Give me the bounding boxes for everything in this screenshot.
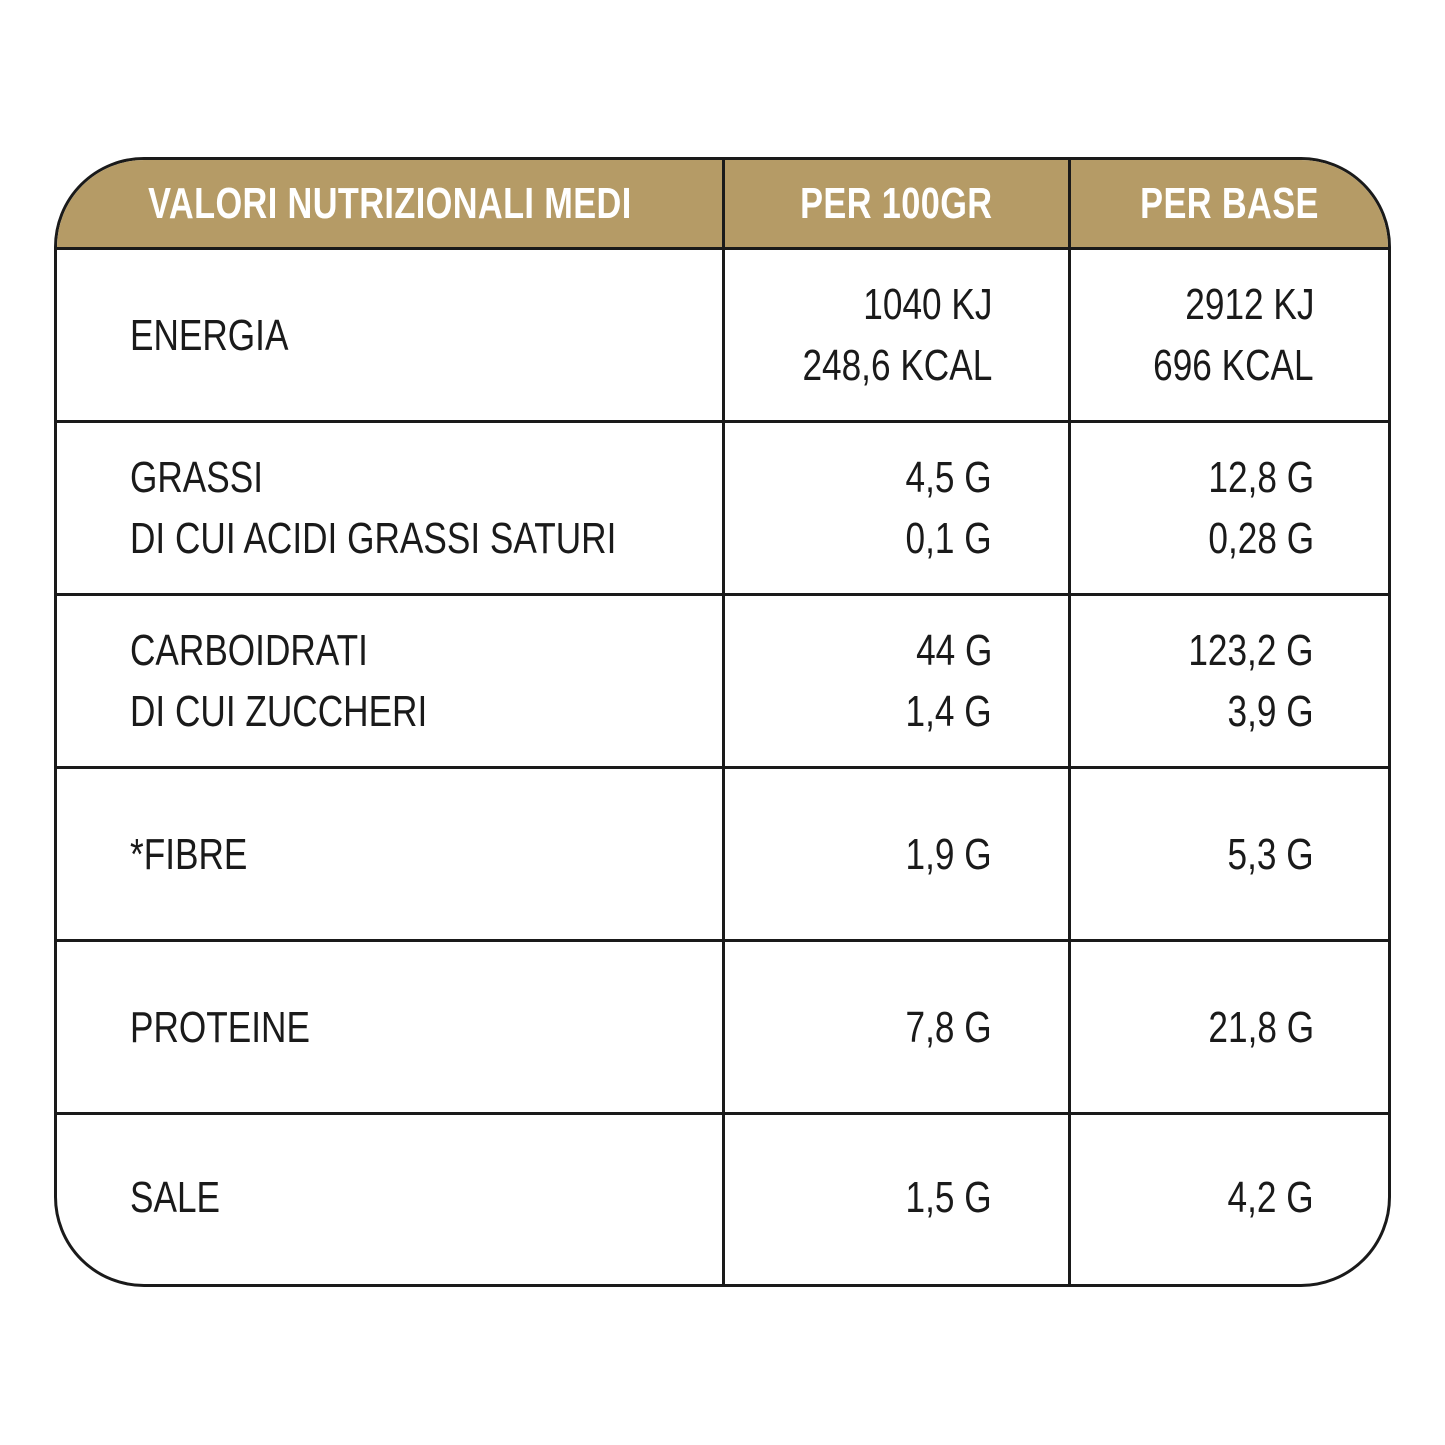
table-row-carboidrati: CARBOIDRATI DI CUI ZUCCHERI 44 G 1,4 G 1… (57, 596, 1388, 769)
nutrient-label-cell: SALE (57, 1115, 722, 1284)
nutrient-label: CARBOIDRATI (130, 626, 368, 675)
perbase-value: 2912 KJ (1184, 280, 1314, 329)
per100-value: 1040 KJ (862, 280, 992, 329)
nutrient-label-cell: PROTEINE (57, 942, 722, 1112)
perbase-value-cell: 2912 KJ 696 KCAL (1071, 250, 1388, 420)
per100-value-cell: 4,5 G 0,1 G (725, 423, 1068, 593)
column-divider (1068, 596, 1071, 766)
perbase-value: 21,8 G (1208, 1002, 1314, 1052)
nutrient-label: PROTEINE (130, 1002, 310, 1052)
perbase-value: 0,28 G (1208, 514, 1314, 563)
nutrient-label: *FIBRE (130, 829, 248, 879)
perbase-value-cell: 123,2 G 3,9 G (1071, 596, 1388, 766)
per100-value: 1,5 G (905, 1173, 992, 1222)
perbase-value-cell: 12,8 G 0,28 G (1071, 423, 1388, 593)
nutrient-label: SALE (130, 1173, 221, 1222)
nutrient-label-cell: *FIBRE (57, 769, 722, 939)
perbase-value: 4,2 G (1227, 1173, 1314, 1222)
column-divider (1068, 423, 1071, 593)
table-row-fibre: *FIBRE 1,9 G 5,3 G (57, 769, 1388, 942)
nutrient-label: GRASSI (130, 453, 264, 502)
per100-value: 7,8 G (905, 1002, 992, 1052)
perbase-value: 696 KCAL (1153, 341, 1314, 390)
table-header: VALORI NUTRIZIONALI MEDI PER 100GR PER B… (57, 160, 1388, 250)
column-divider (1068, 250, 1071, 420)
nutrient-label: ENERGIA (130, 310, 289, 360)
column-divider (722, 160, 725, 247)
nutrient-label-cell: CARBOIDRATI DI CUI ZUCCHERI (57, 596, 722, 766)
column-divider (1068, 769, 1071, 939)
column-divider (722, 1115, 725, 1284)
per100-value: 0,1 G (905, 514, 992, 563)
nutrient-label-cell: ENERGIA (57, 250, 722, 420)
per100-value: 44 G (915, 626, 992, 675)
perbase-value: 123,2 G (1188, 626, 1314, 675)
column-divider (722, 596, 725, 766)
header-cell-per100: PER 100GR (725, 160, 1068, 247)
nutrient-sublabel: DI CUI ZUCCHERI (130, 687, 428, 736)
header-cell-nutrients: VALORI NUTRIZIONALI MEDI (57, 160, 722, 247)
header-per100-label: PER 100GR (800, 178, 993, 228)
per100-value-cell: 1040 KJ 248,6 KCAL (725, 250, 1068, 420)
header-perbase-label: PER BASE (1140, 178, 1319, 228)
perbase-value-cell: 5,3 G (1071, 769, 1388, 939)
perbase-value-cell: 4,2 G (1071, 1115, 1388, 1284)
per100-value: 4,5 G (905, 453, 992, 502)
column-divider (1068, 1115, 1071, 1284)
per100-value: 248,6 KCAL (802, 341, 992, 390)
nutrient-sublabel: DI CUI ACIDI GRASSI SATURI (130, 514, 617, 563)
header-nutrients-label: VALORI NUTRIZIONALI MEDI (147, 178, 632, 228)
per100-value-cell: 44 G 1,4 G (725, 596, 1068, 766)
table-row-grassi: GRASSI DI CUI ACIDI GRASSI SATURI 4,5 G … (57, 423, 1388, 596)
per100-value-cell: 1,5 G (725, 1115, 1068, 1284)
column-divider (722, 769, 725, 939)
column-divider (1068, 942, 1071, 1112)
column-divider (722, 423, 725, 593)
perbase-value-cell: 21,8 G (1071, 942, 1388, 1112)
nutrient-label-cell: GRASSI DI CUI ACIDI GRASSI SATURI (57, 423, 722, 593)
column-divider (722, 942, 725, 1112)
per100-value-cell: 1,9 G (725, 769, 1068, 939)
table-row-sale: SALE 1,5 G 4,2 G (57, 1115, 1388, 1284)
per100-value-cell: 7,8 G (725, 942, 1068, 1112)
header-cell-perbase: PER BASE (1071, 160, 1388, 247)
column-divider (722, 250, 725, 420)
perbase-value: 12,8 G (1208, 453, 1314, 502)
table-row-energia: ENERGIA 1040 KJ 248,6 KCAL 2912 KJ 696 K… (57, 250, 1388, 423)
table-row-proteine: PROTEINE 7,8 G 21,8 G (57, 942, 1388, 1115)
column-divider (1068, 160, 1071, 247)
perbase-value: 5,3 G (1227, 829, 1314, 879)
nutrition-table: VALORI NUTRIZIONALI MEDI PER 100GR PER B… (54, 157, 1391, 1287)
per100-value: 1,4 G (905, 687, 992, 736)
perbase-value: 3,9 G (1227, 687, 1314, 736)
per100-value: 1,9 G (905, 829, 992, 879)
